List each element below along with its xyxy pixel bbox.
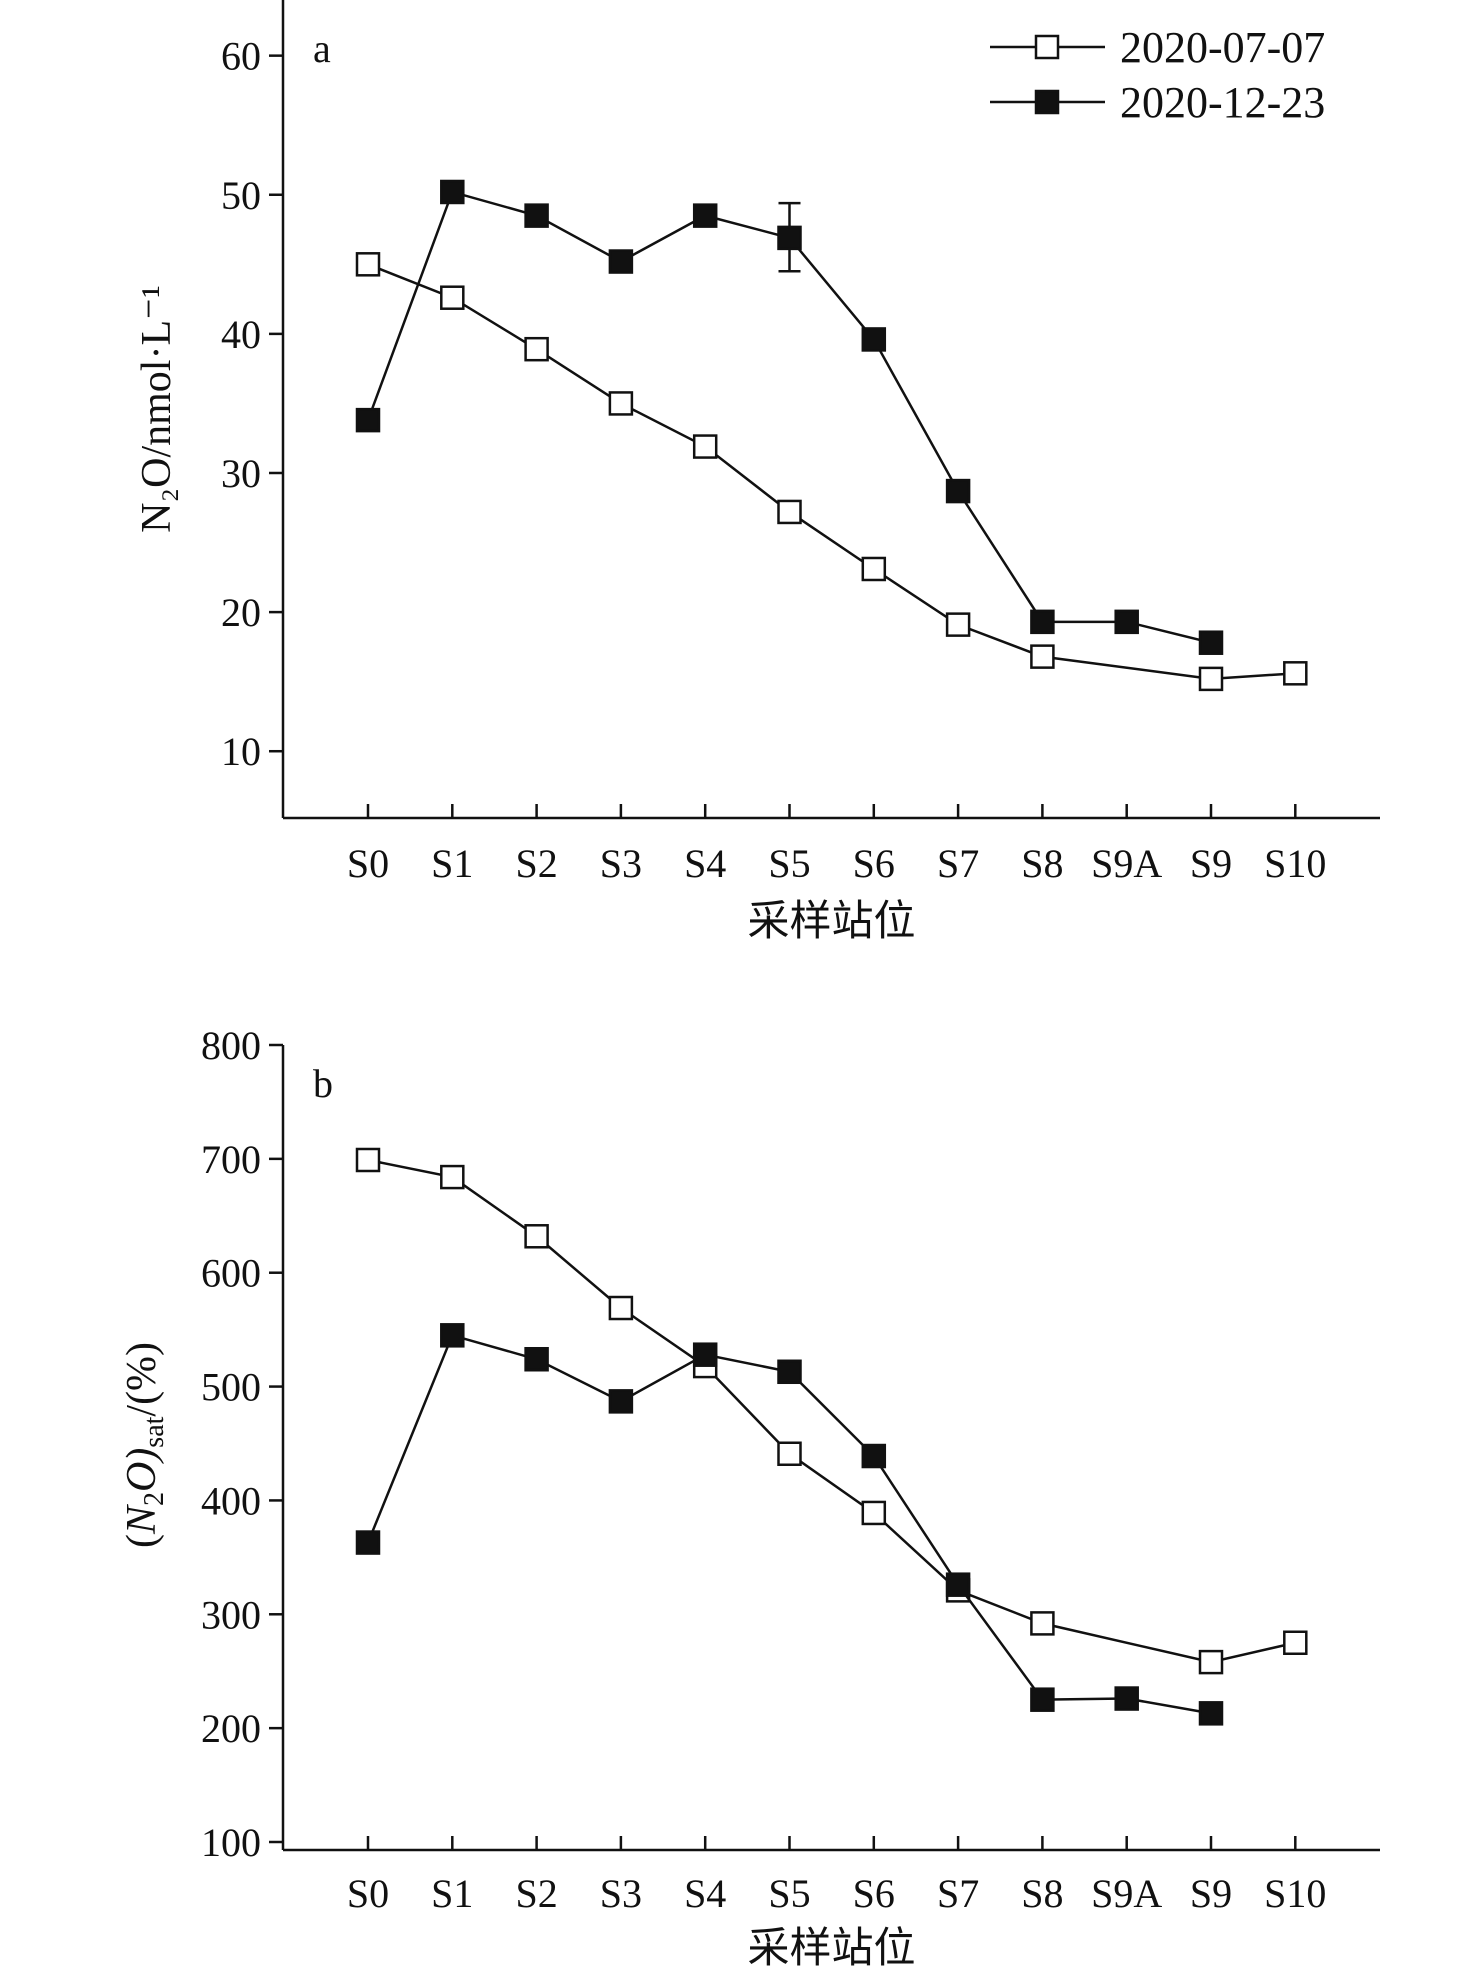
- x-tick-label: S3: [600, 841, 642, 886]
- data-point-2020-12-23-S2: [524, 203, 549, 228]
- data-point-2020-12-23-S9A: [1114, 1686, 1139, 1711]
- y-tick-label: 50: [221, 173, 261, 218]
- data-point-2020-12-23-S3: [608, 249, 634, 274]
- legend-label: 2020-12-23: [1120, 78, 1325, 127]
- x-axis-title: 采样站位: [747, 1925, 915, 1970]
- data-point-2020-12-23-S7: [945, 478, 971, 504]
- data-point-2020-12-23-S3: [608, 1389, 634, 1414]
- y-tick-label: 30: [221, 451, 261, 496]
- data-point-2020-12-23-S9: [1198, 1701, 1224, 1726]
- y-tick-label: 100: [201, 1820, 261, 1865]
- legend-marker: [1034, 89, 1060, 115]
- data-point-2020-12-23-S4: [692, 203, 718, 228]
- panel-label: b: [313, 1061, 333, 1106]
- x-tick-label: S9: [1190, 841, 1232, 886]
- legend-marker: [1034, 34, 1060, 60]
- data-point-2020-12-23-S7: [945, 1572, 971, 1597]
- data-point-2020-12-23-S5: [777, 225, 802, 251]
- data-point-2020-12-23-S0: [355, 407, 381, 433]
- x-tick-label: S5: [768, 1871, 810, 1916]
- data-point-2020-07-07-S4: [692, 434, 718, 459]
- y-axis-title: N₂O/nmol·L⁻¹: [134, 285, 180, 533]
- x-tick-label: S9: [1190, 1871, 1232, 1916]
- chart-panel-b: 100 200 300 400 500 600 700 800 S0 S1 S2 S3 S4 S5 S6 S7…: [119, 1023, 1380, 1970]
- data-point-2020-07-07-S6: [861, 1500, 887, 1526]
- y-tick-label: 200: [201, 1706, 261, 1751]
- x-tick-label: S6: [853, 1871, 895, 1916]
- x-tick-label: S10: [1264, 1871, 1326, 1916]
- y-tick-label: 10: [221, 729, 261, 774]
- data-point-2020-07-07-S9: [1198, 666, 1224, 692]
- data-point-2020-07-07-S0: [355, 252, 381, 277]
- data-point-2020-07-07-S8: [1030, 644, 1055, 669]
- y-tick-label: 800: [201, 1023, 261, 1068]
- y-tick-label: 600: [201, 1251, 261, 1296]
- data-point-2020-07-07-S3: [608, 391, 634, 416]
- data-point-2020-12-23-S8: [1030, 609, 1055, 635]
- y-axis-title: (N2O)sat/(%): [119, 1342, 170, 1548]
- x-tick-label: S0: [347, 841, 389, 886]
- x-tick-label: S0: [347, 1871, 389, 1916]
- y-tick-label: 60: [221, 34, 261, 79]
- y-tick-label: 20: [221, 590, 261, 635]
- data-point-2020-12-23-S9: [1198, 630, 1224, 655]
- data-point-2020-12-23-S6: [861, 327, 887, 352]
- data-point-2020-12-23-S5: [777, 1359, 802, 1385]
- data-point-2020-07-07-S2: [524, 336, 549, 362]
- data-point-2020-12-23-S6: [861, 1443, 887, 1469]
- x-tick-label: S4: [684, 841, 726, 886]
- data-point-2020-07-07-S7: [945, 612, 971, 637]
- data-point-2020-07-07-S5: [777, 499, 802, 525]
- chart-panel-a: 10 20 30 40 50 60 S0 S1 S2 S3 S4 S5 S6 S7 S8 S9A S9 S10 采样…: [134, 0, 1380, 945]
- data-point-2020-12-23-S4: [692, 1342, 718, 1367]
- data-point-2020-07-07-S1: [440, 285, 465, 310]
- x-axis-title: 采样站位: [747, 898, 915, 945]
- x-tick-label: S5: [768, 841, 810, 886]
- x-tick-label: S8: [1021, 841, 1063, 886]
- data-point-2020-07-07-S3: [608, 1295, 634, 1321]
- data-point-2020-07-07-S10: [1283, 1630, 1308, 1655]
- x-tick-label: S3: [600, 1871, 642, 1916]
- x-tick-label: S1: [431, 1871, 473, 1916]
- data-point-2020-07-07-S9: [1198, 1649, 1224, 1675]
- data-point-2020-12-23-S0: [355, 1530, 381, 1555]
- data-point-2020-07-07-S2: [524, 1224, 549, 1249]
- legend-label: 2020-07-07: [1120, 23, 1325, 72]
- x-tick-label: S9A: [1091, 1871, 1162, 1916]
- data-point-2020-07-07-S8: [1030, 1611, 1055, 1636]
- x-tick-label: S6: [853, 841, 895, 886]
- x-tick-label: S2: [515, 1871, 557, 1916]
- data-point-2020-07-07-S0: [355, 1147, 381, 1173]
- data-point-2020-12-23-S9A: [1114, 609, 1139, 635]
- series-line-2020-12-23: [366, 1333, 1212, 1715]
- data-point-2020-07-07-S1: [440, 1164, 465, 1190]
- data-point-2020-12-23-S8: [1030, 1687, 1055, 1712]
- series-line-2020-07-07: [367, 263, 1296, 681]
- data-point-2020-07-07-S10: [1283, 661, 1308, 686]
- y-tick-label: 700: [201, 1137, 261, 1182]
- panel-label: a: [313, 26, 331, 71]
- data-point-2020-07-07-S6: [861, 556, 887, 582]
- y-tick-label: 500: [201, 1365, 261, 1410]
- x-tick-label: S7: [937, 841, 979, 886]
- x-tick-label: S10: [1264, 841, 1326, 886]
- x-tick-label: S4: [684, 1871, 726, 1916]
- x-tick-label: S7: [937, 1871, 979, 1916]
- y-tick-label: 400: [201, 1478, 261, 1523]
- series-line-2020-07-07: [367, 1158, 1296, 1664]
- x-tick-label: S8: [1021, 1871, 1063, 1916]
- x-tick-label: S9A: [1091, 841, 1162, 886]
- y-tick-label: 300: [201, 1592, 261, 1637]
- y-tick-label: 40: [221, 312, 261, 357]
- data-point-2020-07-07-S5: [777, 1441, 802, 1466]
- data-point-2020-12-23-S2: [524, 1346, 549, 1372]
- data-point-2020-12-23-S1: [440, 179, 465, 205]
- x-tick-label: S1: [431, 841, 473, 886]
- data-point-2020-12-23-S1: [440, 1323, 465, 1348]
- x-tick-label: S2: [515, 841, 557, 886]
